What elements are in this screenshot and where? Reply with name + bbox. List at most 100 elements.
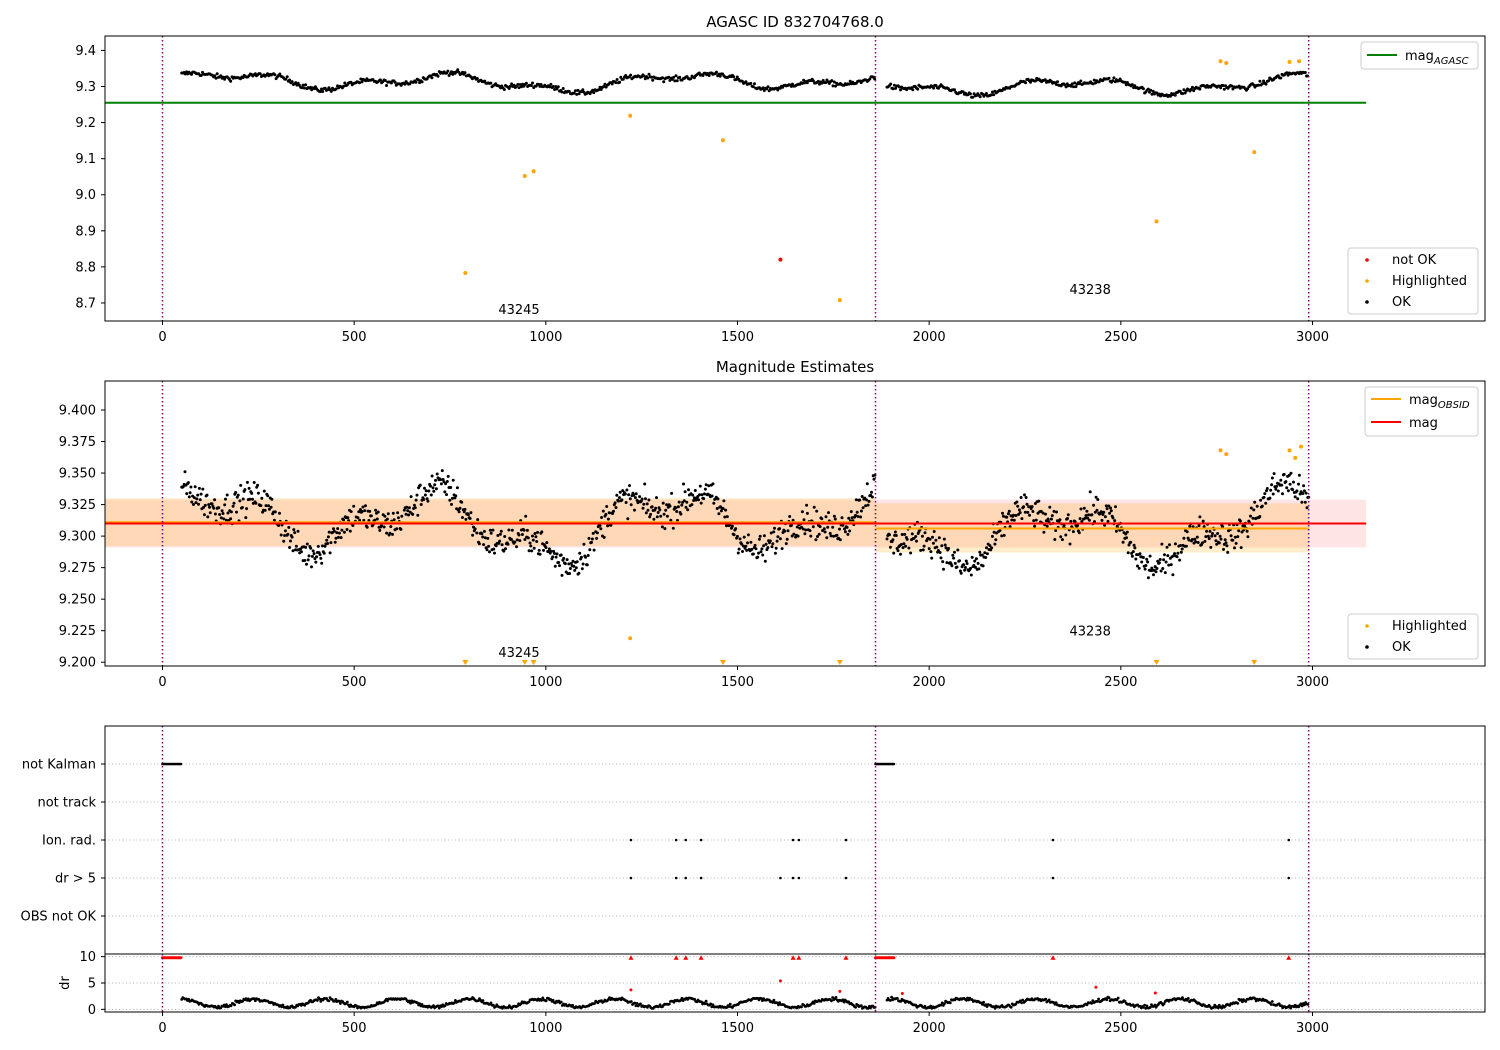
ok-point — [329, 541, 333, 545]
x-tick-label: 2000 — [913, 330, 946, 345]
ok-point — [240, 506, 244, 509]
ok-point — [445, 493, 448, 497]
ok-point — [604, 512, 608, 516]
ok-point — [753, 543, 757, 547]
dr-capped-point — [892, 956, 896, 960]
ok-point — [675, 79, 679, 83]
flag-point — [179, 762, 183, 766]
ok-point — [577, 571, 581, 575]
ok-point — [939, 556, 943, 560]
ok-point — [536, 530, 540, 534]
ok-point — [643, 482, 647, 486]
ok-point — [359, 508, 362, 511]
ok-point — [662, 512, 666, 516]
ok-point — [458, 506, 462, 510]
ok-point — [1281, 492, 1284, 496]
dr-capped-marker — [843, 955, 849, 960]
ok-point — [286, 532, 290, 536]
flag-point — [797, 838, 801, 842]
magnitude-panel: Magnitude Estimates 0 500 1000 1500 2000 2500… — [59, 358, 1486, 690]
ok-point — [1292, 480, 1295, 484]
ok-point — [360, 80, 364, 84]
offscale-marker — [462, 660, 469, 665]
y-tick-label: 8.7 — [75, 296, 96, 311]
ok-point — [1252, 508, 1256, 512]
ok-point — [826, 525, 830, 529]
ok-point — [676, 518, 679, 522]
ok-point — [487, 544, 491, 548]
ok-point — [293, 531, 297, 535]
ok-point — [1224, 541, 1228, 545]
ok-point — [811, 79, 815, 83]
ok-point — [405, 505, 409, 509]
ok-point — [574, 566, 578, 570]
ok-point — [1275, 484, 1279, 488]
ok-point — [524, 81, 528, 85]
ok-point — [786, 529, 790, 533]
ok-point — [429, 493, 433, 497]
ok-point — [905, 537, 909, 541]
ok-point — [792, 532, 796, 536]
ok-point — [730, 524, 734, 528]
legend-ok-label: OK — [1392, 640, 1411, 655]
ok-point — [592, 548, 596, 552]
ok-point — [1240, 530, 1244, 534]
ok-point — [392, 518, 396, 522]
x-tick-label: 500 — [342, 675, 367, 690]
y-tick-label: 9.375 — [59, 435, 96, 450]
ok-point — [334, 536, 338, 540]
ok-point — [904, 544, 908, 548]
dr-point — [481, 999, 485, 1002]
ok-point — [1269, 488, 1273, 492]
ok-point — [629, 503, 633, 507]
ok-point — [512, 83, 516, 87]
obsid-annotation-43245: 43245 — [498, 303, 539, 318]
x-tick-label: 2500 — [1104, 1021, 1137, 1036]
dr-point — [1299, 1002, 1303, 1006]
ok-point — [900, 533, 904, 536]
ok-point — [245, 480, 249, 484]
ok-point — [1018, 511, 1022, 515]
ok-point — [1249, 514, 1252, 518]
ok-point — [567, 562, 571, 566]
ok-point — [843, 527, 846, 531]
ok-point — [290, 535, 294, 539]
y-tick-label: 9.325 — [59, 498, 96, 513]
ok-point — [617, 499, 620, 503]
ok-point — [578, 551, 582, 555]
ok-point — [749, 540, 753, 544]
ok-point — [289, 539, 292, 543]
ok-point — [1291, 488, 1295, 492]
ok-point — [686, 508, 690, 512]
dr-point — [1143, 1003, 1146, 1007]
flag-point — [844, 838, 848, 842]
ok-point — [576, 88, 580, 92]
ok-point — [270, 497, 274, 501]
ok-point — [210, 502, 214, 506]
ok-point — [436, 74, 440, 78]
ok-point — [771, 542, 775, 546]
ok-point — [590, 540, 593, 544]
dr-point — [703, 1002, 707, 1006]
ok-point — [775, 539, 779, 543]
ok-point — [198, 498, 202, 502]
ok-point — [533, 532, 537, 535]
ok-point — [581, 88, 585, 92]
ok-point — [694, 498, 698, 502]
ok-point — [861, 506, 865, 510]
not-ok-point — [778, 257, 783, 262]
ok-point — [407, 513, 410, 517]
ok-point — [1007, 509, 1011, 513]
ok-point — [1234, 541, 1238, 545]
ok-point — [1296, 497, 1300, 501]
dr-point — [759, 997, 763, 1000]
ok-point — [555, 552, 559, 556]
ok-point — [1034, 518, 1038, 522]
ok-point — [952, 556, 956, 560]
ok-point — [531, 538, 535, 542]
ok-point — [1163, 571, 1167, 575]
ok-point — [278, 511, 281, 515]
ok-point — [404, 512, 408, 516]
ok-point — [488, 550, 491, 554]
ok-point — [1077, 531, 1081, 535]
